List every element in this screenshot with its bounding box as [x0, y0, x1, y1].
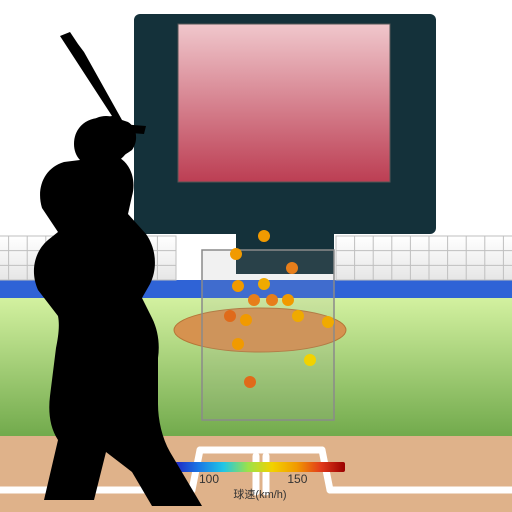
batter-silhouette: [0, 0, 512, 512]
pitch-location-chart: 100150 球速(km/h): [0, 0, 512, 512]
